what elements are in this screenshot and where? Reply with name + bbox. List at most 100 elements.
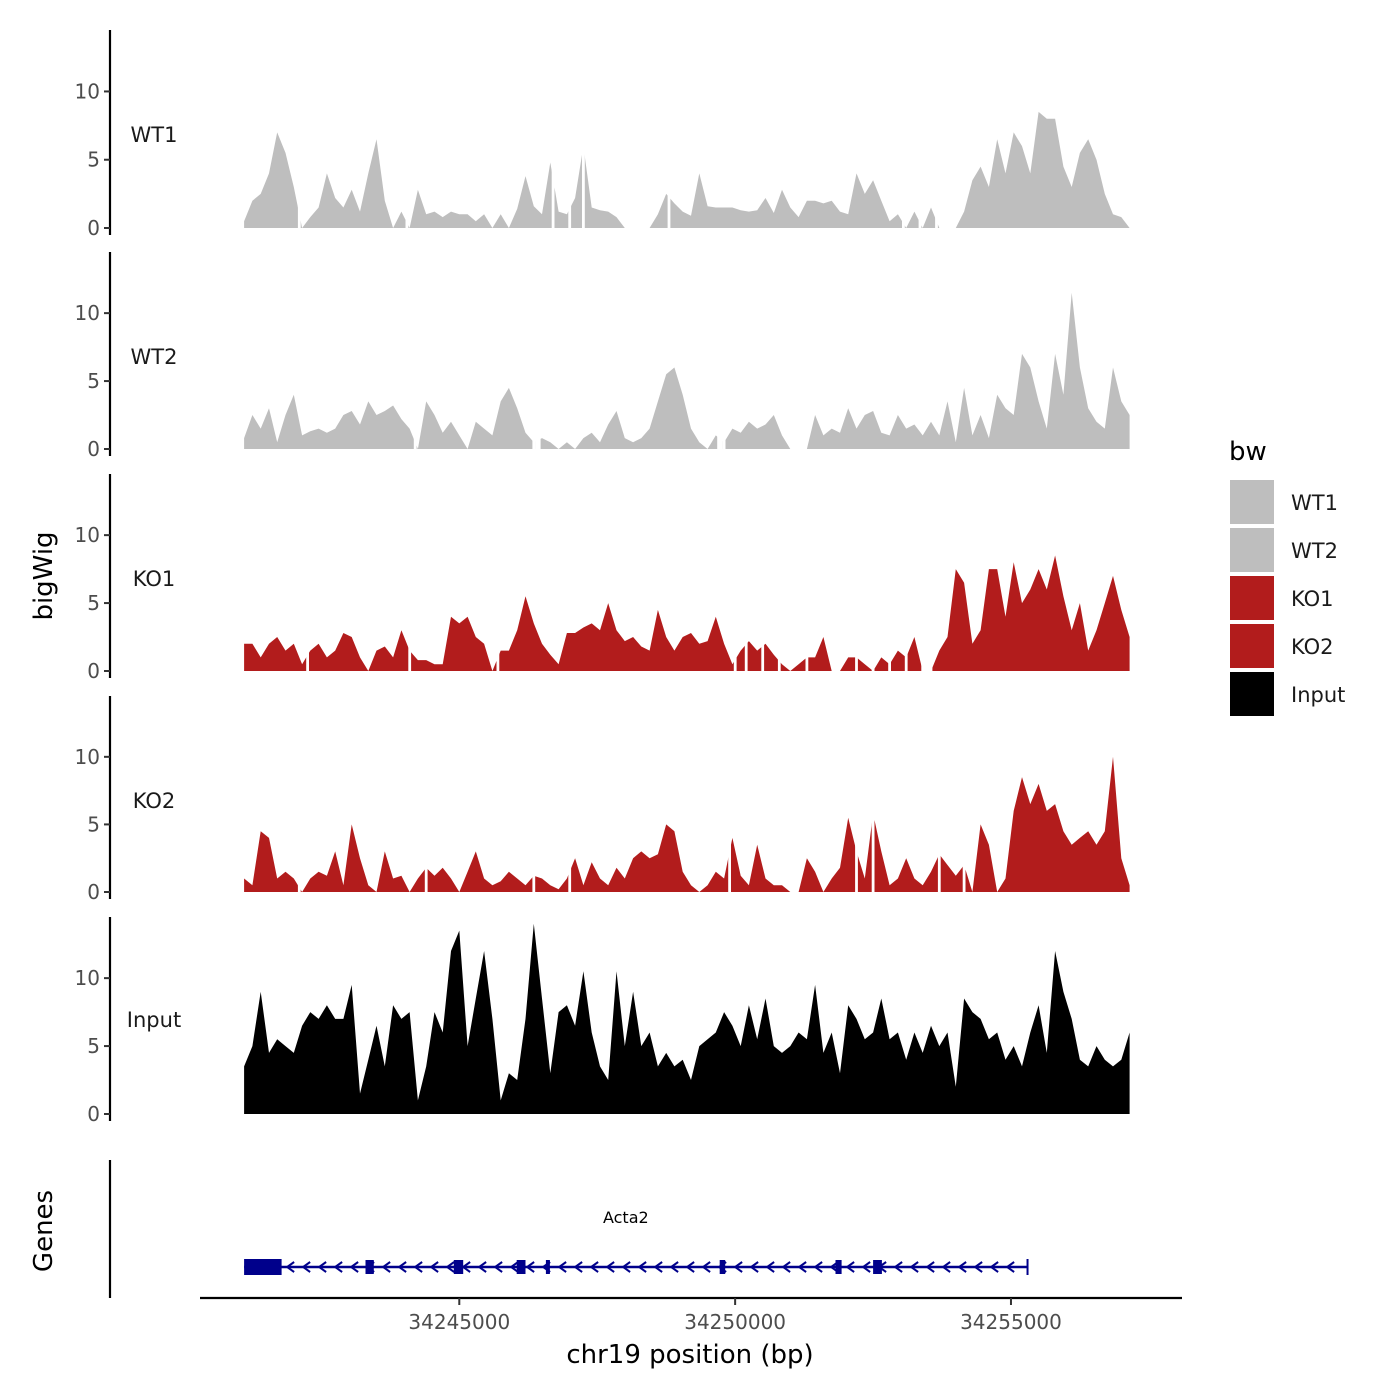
- gap-wt1-7: [902, 30, 905, 229]
- gap-ko1-2: [496, 474, 500, 672]
- track-label-wt1: WT1: [131, 123, 178, 147]
- bigwig-tracks: 0 5 10 WT1 0 5 10 WT2 0 5 10 KO1 0 5 10 KO2 0 5 10 Input: [75, 30, 1130, 1126]
- legend-key-ko2: [1230, 624, 1274, 668]
- strand-arrow: [445, 1261, 455, 1273]
- gap-ko1-7: [805, 474, 809, 672]
- gap-wt1-10: [951, 30, 955, 229]
- y-tick-label: 0: [87, 216, 100, 240]
- gap-wt2-0: [413, 252, 417, 450]
- legend: bw WT1 WT2 KO1 KO2 Input: [1229, 437, 1345, 716]
- strand-arrow: [397, 1261, 407, 1273]
- strand-arrow: [749, 1261, 759, 1273]
- strand-arrow: [941, 1261, 951, 1273]
- strand-arrow: [477, 1261, 487, 1273]
- strand-arrow: [381, 1261, 391, 1273]
- strand-arrow: [813, 1261, 823, 1273]
- track-ko1: 0 5 10 KO1: [75, 474, 1130, 683]
- y-tick-label: 5: [87, 369, 100, 393]
- y-tick-label: 10: [75, 745, 100, 769]
- gap-wt1-0: [297, 30, 301, 229]
- y-tick-label: 10: [75, 301, 100, 325]
- genes-axis-title: Genes: [29, 1190, 59, 1272]
- gap-ko2-6: [871, 696, 875, 893]
- y-tick-label: 5: [87, 148, 100, 172]
- strand-arrow: [621, 1261, 631, 1273]
- gap-ko1-11: [888, 474, 891, 672]
- y-tick-label: 0: [87, 880, 100, 904]
- area-wt2: [244, 292, 1130, 449]
- strand-arrow: [573, 1261, 583, 1273]
- gene-exon: [873, 1260, 882, 1274]
- gap-ko1-1: [408, 474, 412, 672]
- gene-exon: [719, 1260, 726, 1274]
- gap-ko2-5: [855, 696, 858, 893]
- gap-ko1-13: [921, 474, 925, 672]
- strand-arrow: [493, 1261, 503, 1273]
- strand-arrow: [653, 1261, 663, 1273]
- x-axis: 34245000 34250000 34255000: [200, 1296, 1182, 1334]
- strand-arrow: [285, 1261, 295, 1273]
- strand-arrow: [301, 1261, 311, 1273]
- y-tick-label: 0: [87, 1102, 100, 1126]
- gap-wt1-1: [405, 30, 409, 229]
- strand-arrow: [557, 1261, 567, 1273]
- gap-wt2-1: [532, 252, 536, 450]
- legend-label-input: Input: [1291, 683, 1345, 707]
- gene-exon: [545, 1260, 550, 1274]
- strand-arrow: [685, 1261, 695, 1273]
- strand-arrow: [973, 1261, 983, 1273]
- gene-exon: [453, 1260, 464, 1274]
- strand-arrow: [909, 1261, 919, 1273]
- strand-arrow: [925, 1261, 935, 1273]
- x-tick-label: 34245000: [408, 1310, 510, 1334]
- gap-wt1-2: [551, 30, 555, 229]
- gene-exon: [835, 1260, 842, 1274]
- legend-label-ko2: KO2: [1291, 635, 1334, 659]
- y-tick-label: 5: [87, 1034, 100, 1058]
- strand-arrow: [525, 1261, 535, 1273]
- strand-arrow: [349, 1261, 359, 1273]
- track-ko2: 0 5 10 KO2: [75, 696, 1130, 904]
- strand-arrow: [605, 1261, 615, 1273]
- gap-ko2-2: [532, 696, 536, 893]
- gap-wt1-9: [935, 30, 938, 229]
- gene-exon: [365, 1260, 374, 1274]
- gap-wt1-5: [645, 30, 649, 229]
- y-tick-label: 0: [87, 437, 100, 461]
- strand-arrow: [861, 1261, 871, 1273]
- strand-arrow: [413, 1261, 423, 1273]
- gap-ko2-8: [962, 696, 966, 893]
- legend-label-ko1: KO1: [1291, 587, 1334, 611]
- gap-wt1-3: [568, 30, 572, 229]
- legend-key-wt2: [1230, 528, 1274, 572]
- strand-arrow: [957, 1261, 967, 1273]
- gap-ko1-6: [777, 474, 781, 672]
- y-tick-label: 0: [87, 659, 100, 683]
- gene-exon: [244, 1259, 282, 1275]
- gene-exon: [516, 1260, 526, 1274]
- y-tick-label: 10: [75, 79, 100, 103]
- strand-arrow: [733, 1261, 743, 1273]
- gap-ko2-4: [728, 696, 731, 893]
- strand-arrow: [333, 1261, 343, 1273]
- legend-label-wt2: WT2: [1291, 539, 1338, 563]
- strand-arrow: [429, 1261, 439, 1273]
- legend-key-wt1: [1230, 480, 1274, 524]
- track-wt1: 0 5 10 WT1: [75, 30, 1130, 240]
- area-wt1: [244, 111, 1130, 228]
- gap-wt1-8: [918, 30, 922, 229]
- gap-ko1-5: [761, 474, 765, 672]
- y-tick-label: 10: [75, 966, 100, 990]
- gap-ko1-4: [744, 474, 748, 672]
- gap-wt2-4: [720, 252, 723, 450]
- gap-wt2-5: [722, 252, 726, 450]
- strand-arrow: [509, 1261, 519, 1273]
- gap-ko1-9: [855, 474, 858, 672]
- legend-label-wt1: WT1: [1291, 491, 1338, 515]
- legend-title: bw: [1229, 437, 1267, 467]
- genes-track: Acta2: [108, 1160, 1029, 1298]
- strand-arrow: [797, 1261, 807, 1273]
- area-ko2: [244, 756, 1130, 892]
- track-label-ko2: KO2: [133, 789, 176, 813]
